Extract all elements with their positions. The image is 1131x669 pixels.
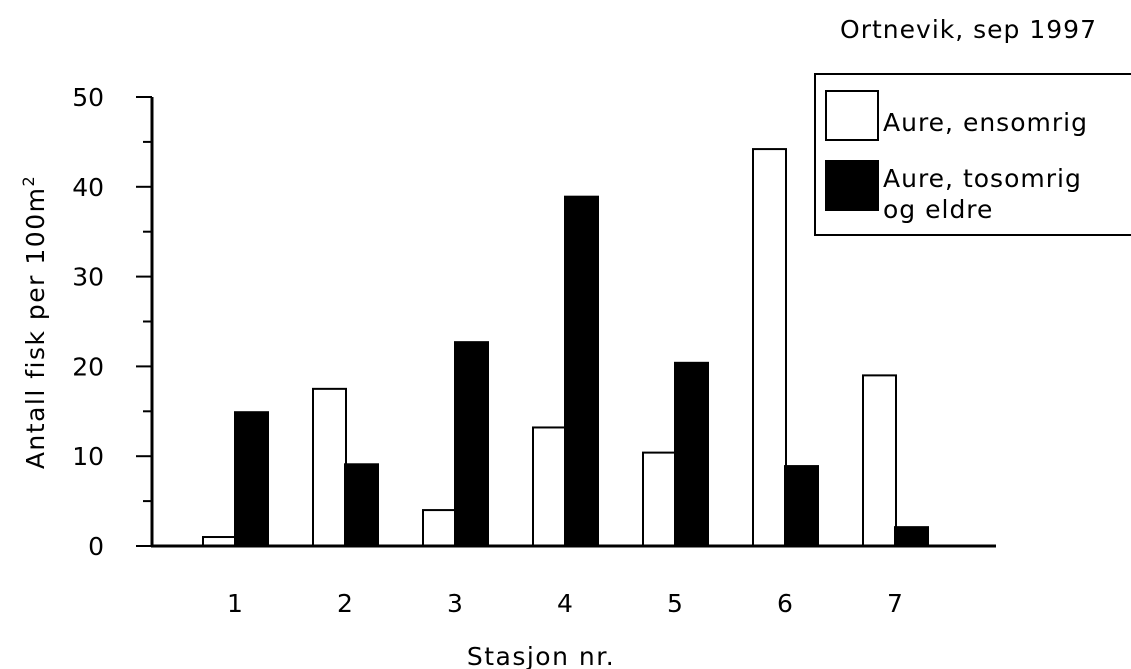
y-tick-label: 20 (72, 352, 104, 381)
bar-series1-station-7 (862, 374, 897, 547)
bar-series2-station-3 (454, 341, 489, 547)
bar-series1-station-3 (422, 509, 457, 547)
bar-series1-station-5 (642, 451, 677, 547)
bar-series2-station-6 (784, 465, 819, 547)
chart-title: Ortnevik, sep 1997 (840, 15, 1097, 44)
x-tick-label: 1 (227, 589, 243, 618)
axes-group: 0 10 20 30 40 50 1 2 3 4 5 6 7 (72, 83, 996, 618)
bar-series1-station-2 (312, 387, 347, 547)
bar-series2-station-5 (674, 361, 709, 548)
bar-series2-station-4 (564, 195, 599, 547)
x-tick-label: 4 (557, 589, 573, 618)
bar-series1-station-4 (532, 426, 567, 547)
y-tick-label: 30 (72, 263, 104, 292)
x-tick-label: 2 (337, 589, 353, 618)
y-axis-label-main: Antall fisk per 100m (21, 187, 50, 470)
x-axis-label: Stasjon nr. (467, 642, 615, 669)
y-tick-label: 10 (72, 442, 104, 471)
x-tick-label: 7 (887, 589, 903, 618)
y-axis-label: Antall fisk per 100m2 (19, 175, 50, 469)
y-tick-label: 0 (88, 532, 104, 561)
bar-series2-station-1 (234, 411, 269, 547)
y-axis-label-superscript: 2 (19, 175, 38, 187)
legend-swatch-series1 (825, 90, 879, 141)
legend-swatch-series2 (825, 160, 879, 211)
x-tick-label: 5 (667, 589, 683, 618)
bar-series1-station-6 (752, 148, 787, 547)
y-tick-label: 50 (72, 83, 104, 112)
x-tick-label: 6 (777, 589, 793, 618)
bar-series2-station-2 (344, 463, 379, 548)
bar-series2-station-7 (894, 526, 929, 548)
x-tick-label: 3 (447, 589, 463, 618)
y-tick-label: 40 (72, 173, 104, 202)
legend-label-series2: og eldre (883, 195, 993, 224)
legend-label-series1: Aure, ensomrig (883, 108, 1088, 137)
legend-label-series2: Aure, tosomrig (883, 164, 1082, 193)
bars-group (202, 148, 929, 548)
